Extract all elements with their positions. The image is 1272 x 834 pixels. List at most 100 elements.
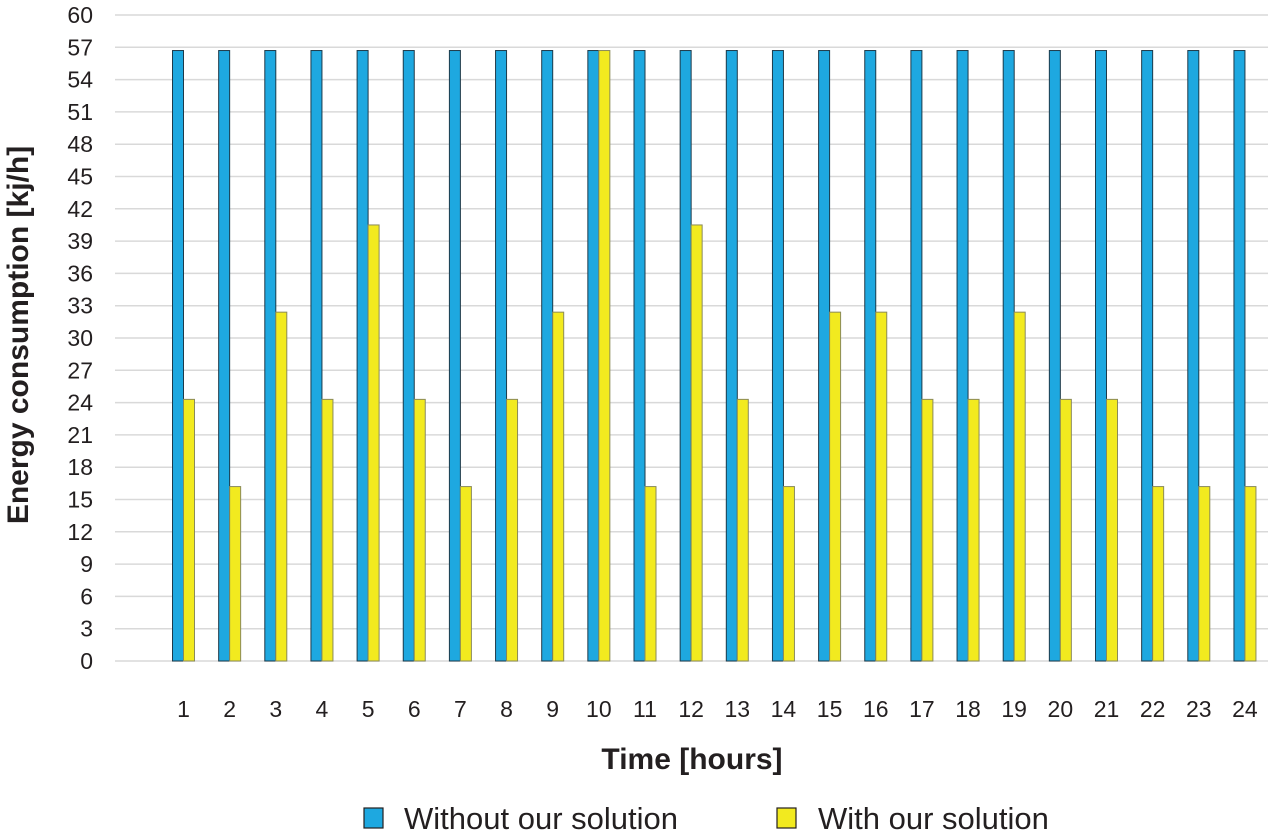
y-tick-label: 6 bbox=[80, 583, 93, 609]
y-tick-label: 36 bbox=[67, 260, 93, 286]
x-tick-label: 11 bbox=[633, 696, 657, 722]
y-tick-label: 9 bbox=[80, 551, 93, 577]
bar-with-solution bbox=[459, 486, 472, 662]
bar-with-solution bbox=[1152, 486, 1165, 662]
bar-without-solution bbox=[679, 50, 692, 662]
bar-series bbox=[172, 50, 1257, 662]
bar-without-solution bbox=[725, 50, 738, 662]
bar-without-solution bbox=[956, 50, 969, 662]
x-tick-label: 8 bbox=[500, 696, 513, 722]
bar-without-solution bbox=[448, 50, 461, 662]
y-tick-label: 24 bbox=[67, 390, 93, 416]
y-tick-label: 0 bbox=[80, 648, 93, 674]
y-tick-label: 3 bbox=[80, 616, 93, 642]
y-axis-title: Energy consumption [kj/h] bbox=[2, 146, 35, 524]
bar-without-solution bbox=[541, 50, 554, 662]
x-tick-label: 23 bbox=[1186, 696, 1212, 722]
x-tick-label: 15 bbox=[817, 696, 843, 722]
y-tick-label: 33 bbox=[67, 293, 93, 319]
x-tick-label: 19 bbox=[1001, 696, 1027, 722]
y-tick-label: 30 bbox=[67, 325, 93, 351]
x-tick-label: 22 bbox=[1140, 696, 1166, 722]
bar-with-solution bbox=[967, 398, 980, 662]
bar-without-solution bbox=[633, 50, 646, 662]
x-tick-label: 9 bbox=[546, 696, 559, 722]
y-tick-label: 21 bbox=[67, 422, 93, 448]
x-tick-label: 18 bbox=[955, 696, 981, 722]
bar-with-solution bbox=[598, 50, 611, 662]
x-tick-label: 10 bbox=[586, 696, 612, 722]
bar-without-solution bbox=[1048, 50, 1061, 662]
x-tick-label: 14 bbox=[771, 696, 797, 722]
bar-with-solution bbox=[1198, 486, 1211, 662]
bar-with-solution bbox=[644, 486, 657, 662]
legend-label: Without our solution bbox=[404, 801, 678, 834]
y-tick-label: 27 bbox=[67, 357, 93, 383]
bar-without-solution bbox=[310, 50, 323, 662]
bar-with-solution bbox=[1013, 311, 1026, 662]
legend-label: With our solution bbox=[818, 801, 1049, 834]
legend: Without our solution With our solution bbox=[363, 801, 1049, 834]
bar-without-solution bbox=[1141, 50, 1154, 662]
y-tick-label: 54 bbox=[67, 67, 93, 93]
y-tick-label: 42 bbox=[67, 196, 93, 222]
bar-without-solution bbox=[1233, 50, 1246, 662]
bar-without-solution bbox=[1095, 50, 1107, 662]
bar-with-solution bbox=[321, 398, 334, 662]
bar-without-solution bbox=[495, 50, 508, 662]
x-tick-label: 2 bbox=[223, 696, 236, 722]
x-tick-label: 5 bbox=[362, 696, 375, 722]
x-tick-label: 4 bbox=[316, 696, 329, 722]
bar-with-solution bbox=[1059, 398, 1072, 662]
y-tick-label: 45 bbox=[67, 164, 93, 190]
bar-without-solution bbox=[818, 50, 831, 662]
bar-without-solution bbox=[356, 50, 369, 662]
bar-with-solution bbox=[552, 311, 565, 662]
x-tick-label: 21 bbox=[1094, 696, 1120, 722]
bar-without-solution bbox=[587, 50, 600, 662]
y-tick-label: 18 bbox=[67, 454, 93, 480]
bar-with-solution bbox=[367, 224, 380, 662]
bar-with-solution bbox=[413, 398, 426, 662]
bar-with-solution bbox=[506, 398, 519, 662]
x-tick-label: 24 bbox=[1232, 696, 1258, 722]
bar-with-solution bbox=[275, 311, 288, 662]
bar-without-solution bbox=[1002, 50, 1015, 662]
bar-without-solution bbox=[771, 50, 784, 662]
y-tick-label: 15 bbox=[67, 487, 93, 513]
y-tick-label: 39 bbox=[67, 228, 93, 254]
bar-with-solution bbox=[183, 398, 195, 662]
bar-without-solution bbox=[264, 50, 277, 662]
bar-without-solution bbox=[1187, 50, 1200, 662]
bar-with-solution bbox=[875, 311, 888, 662]
x-tick-label: 20 bbox=[1048, 696, 1074, 722]
bar-with-solution bbox=[690, 224, 703, 662]
x-axis-title: Time [hours] bbox=[601, 743, 782, 776]
bar-without-solution bbox=[864, 50, 877, 662]
bar-with-solution bbox=[1244, 486, 1257, 662]
bar-without-solution bbox=[172, 50, 184, 662]
bar-with-solution bbox=[736, 398, 749, 662]
bar-without-solution bbox=[910, 50, 923, 662]
x-tick-label: 7 bbox=[454, 696, 467, 722]
y-tick-label: 57 bbox=[67, 34, 93, 60]
y-tick-label: 12 bbox=[67, 519, 93, 545]
x-tick-label: 1 bbox=[177, 696, 190, 722]
bar-with-solution bbox=[782, 486, 795, 662]
bar-with-solution bbox=[829, 311, 842, 662]
x-axis-tick-labels: 1 2 3 4 5 6 7 8 9 10 11 12 13 14 15 16 17 18 19 20 21 22 23 24 bbox=[177, 696, 1258, 722]
x-tick-label: 17 bbox=[909, 696, 935, 722]
legend-swatch bbox=[776, 807, 797, 829]
y-tick-label: 48 bbox=[67, 131, 93, 157]
x-tick-label: 16 bbox=[863, 696, 889, 722]
bar-with-solution bbox=[1106, 398, 1118, 662]
x-tick-label: 13 bbox=[725, 696, 751, 722]
y-tick-label: 60 bbox=[67, 2, 93, 28]
x-tick-label: 3 bbox=[269, 696, 282, 722]
bar-without-solution bbox=[402, 50, 415, 662]
x-tick-label: 6 bbox=[408, 696, 421, 722]
bar-without-solution bbox=[218, 50, 231, 662]
x-tick-label: 12 bbox=[678, 696, 704, 722]
